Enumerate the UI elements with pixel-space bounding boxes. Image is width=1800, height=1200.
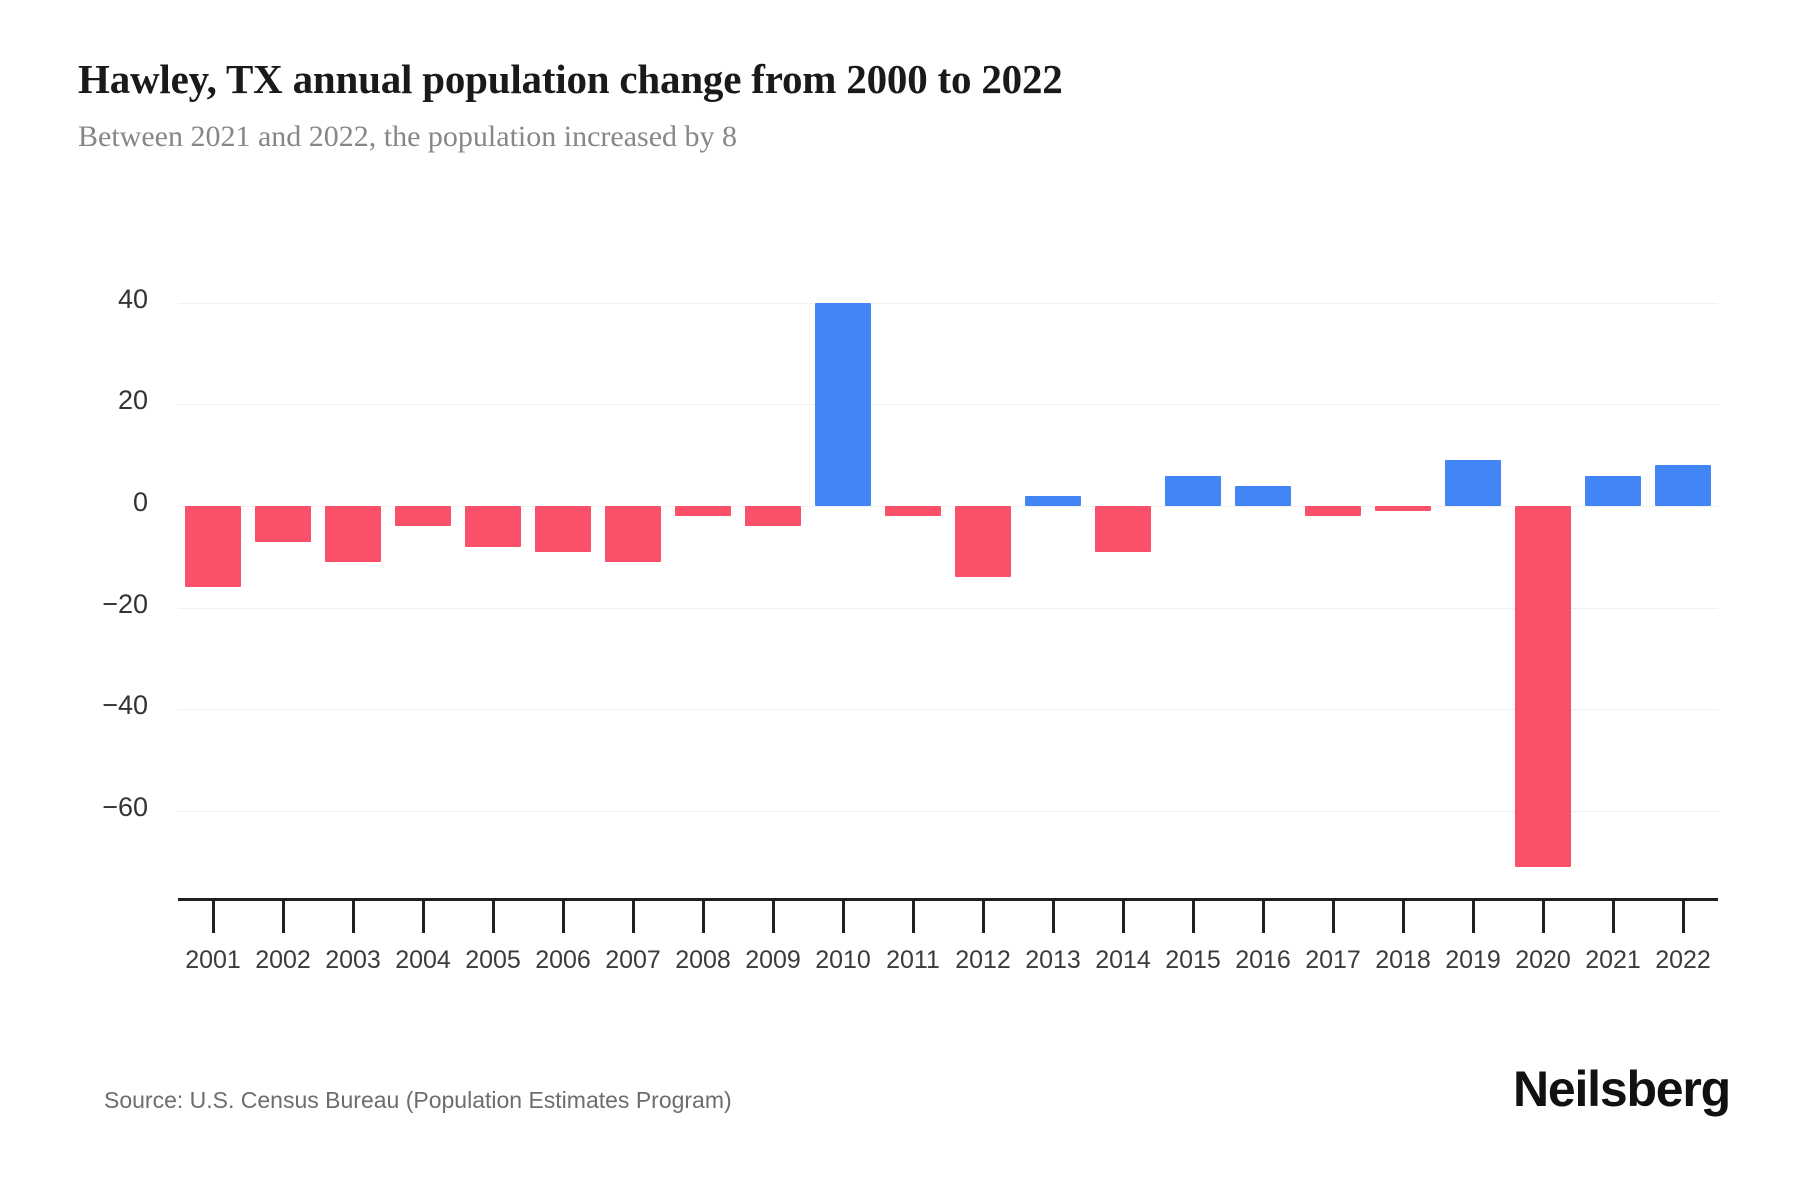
x-axis-tick-label-2019: 2019 — [1445, 946, 1501, 974]
x-axis-tick-label-2002: 2002 — [255, 946, 311, 974]
x-axis-tick — [1192, 901, 1195, 933]
bar-2022[interactable] — [1655, 465, 1711, 506]
x-axis-tick-label-2022: 2022 — [1655, 946, 1711, 974]
bar-2009[interactable] — [745, 506, 801, 527]
x-axis-tick — [422, 901, 425, 933]
x-axis-tick-label-2006: 2006 — [535, 946, 591, 974]
x-axis-tick — [1262, 901, 1265, 933]
bar-2011[interactable] — [885, 506, 941, 517]
bar-2016[interactable] — [1235, 485, 1291, 506]
bar-2014[interactable] — [1095, 506, 1151, 552]
page-title: Hawley, TX annual population change from… — [78, 56, 1063, 102]
x-axis-tick — [702, 901, 705, 933]
x-axis-tick — [352, 901, 355, 933]
bar-2008[interactable] — [675, 506, 731, 517]
y-axis-tick-label: 20 — [117, 385, 148, 416]
x-axis-line — [178, 898, 1718, 901]
y-gridline — [178, 810, 1718, 812]
brand-logo: Neilsberg — [1512, 1061, 1731, 1117]
x-axis-tick — [632, 901, 635, 933]
x-axis-tick — [982, 901, 985, 933]
page-subtitle: Between 2021 and 2022, the population in… — [78, 120, 738, 153]
source-note: Source: U.S. Census Bureau (Population E… — [104, 1087, 732, 1113]
bar-2003[interactable] — [325, 506, 381, 562]
x-axis-tick-label-2017: 2017 — [1305, 946, 1361, 974]
y-axis-tick-label: −60 — [102, 791, 148, 822]
x-axis-tick-label-2003: 2003 — [325, 946, 381, 974]
y-gridline — [178, 302, 1718, 304]
bar-2018[interactable] — [1375, 506, 1431, 512]
x-axis-tick — [842, 901, 845, 933]
bar-2020[interactable] — [1515, 506, 1571, 867]
y-gridline — [178, 506, 1718, 507]
bar-2002[interactable] — [255, 506, 311, 542]
bar-2006[interactable] — [535, 506, 591, 552]
x-axis-tick-label-2011: 2011 — [886, 946, 940, 974]
x-axis-tick — [772, 901, 775, 933]
x-axis-tick — [912, 901, 915, 933]
x-axis-tick-label-2012: 2012 — [955, 946, 1011, 974]
x-axis-tick — [1052, 901, 1055, 933]
y-axis-tick-label: −20 — [102, 588, 148, 619]
y-axis-tick-label: 40 — [117, 283, 148, 314]
x-axis-tick — [1472, 901, 1475, 933]
x-axis-tick — [1682, 901, 1685, 933]
x-axis-tick — [1332, 901, 1335, 933]
x-axis-tick — [562, 901, 565, 933]
x-axis-tick-label-2015: 2015 — [1165, 946, 1221, 974]
x-axis-tick — [1612, 901, 1615, 933]
x-axis-tick — [1402, 901, 1405, 933]
x-axis-tick-label-2001: 2001 — [185, 946, 241, 974]
bar-2012[interactable] — [955, 506, 1011, 578]
y-gridline — [178, 709, 1718, 711]
y-axis-tick-label: 0 — [132, 487, 148, 517]
x-axis-tick-label-2014: 2014 — [1095, 946, 1151, 974]
bar-2019[interactable] — [1445, 460, 1501, 506]
x-axis-tick — [492, 901, 495, 933]
x-axis-tick — [1542, 901, 1545, 933]
bar-2010[interactable] — [815, 302, 871, 506]
x-axis-tick-label-2004: 2004 — [395, 946, 451, 974]
x-axis-tick-label-2009: 2009 — [745, 946, 801, 974]
x-axis-tick — [1122, 901, 1125, 933]
bar-2017[interactable] — [1305, 506, 1361, 517]
x-axis-tick-label-2021: 2021 — [1585, 946, 1641, 974]
x-axis-tick-label-2010: 2010 — [815, 946, 871, 974]
bar-2005[interactable] — [465, 506, 521, 547]
x-axis-tick-label-2016: 2016 — [1235, 946, 1291, 974]
bar-2021[interactable] — [1585, 475, 1641, 506]
x-axis-tick-label-2020: 2020 — [1515, 946, 1571, 974]
x-axis-tick — [282, 901, 285, 933]
bar-2015[interactable] — [1165, 475, 1221, 506]
bar-2001[interactable] — [185, 506, 241, 588]
y-gridline — [178, 607, 1718, 609]
bar-2013[interactable] — [1025, 495, 1081, 506]
x-axis-tick-label-2013: 2013 — [1025, 946, 1081, 974]
y-gridline — [178, 404, 1718, 406]
x-axis-tick — [212, 901, 215, 933]
x-axis-tick-label-2005: 2005 — [465, 946, 521, 974]
x-axis-tick-label-2007: 2007 — [605, 946, 661, 974]
bar-2007[interactable] — [605, 506, 661, 562]
x-axis-tick-label-2018: 2018 — [1375, 946, 1431, 974]
y-axis-tick-label: −40 — [102, 690, 148, 721]
bar-2004[interactable] — [395, 506, 451, 527]
x-axis-tick-label-2008: 2008 — [675, 946, 731, 974]
